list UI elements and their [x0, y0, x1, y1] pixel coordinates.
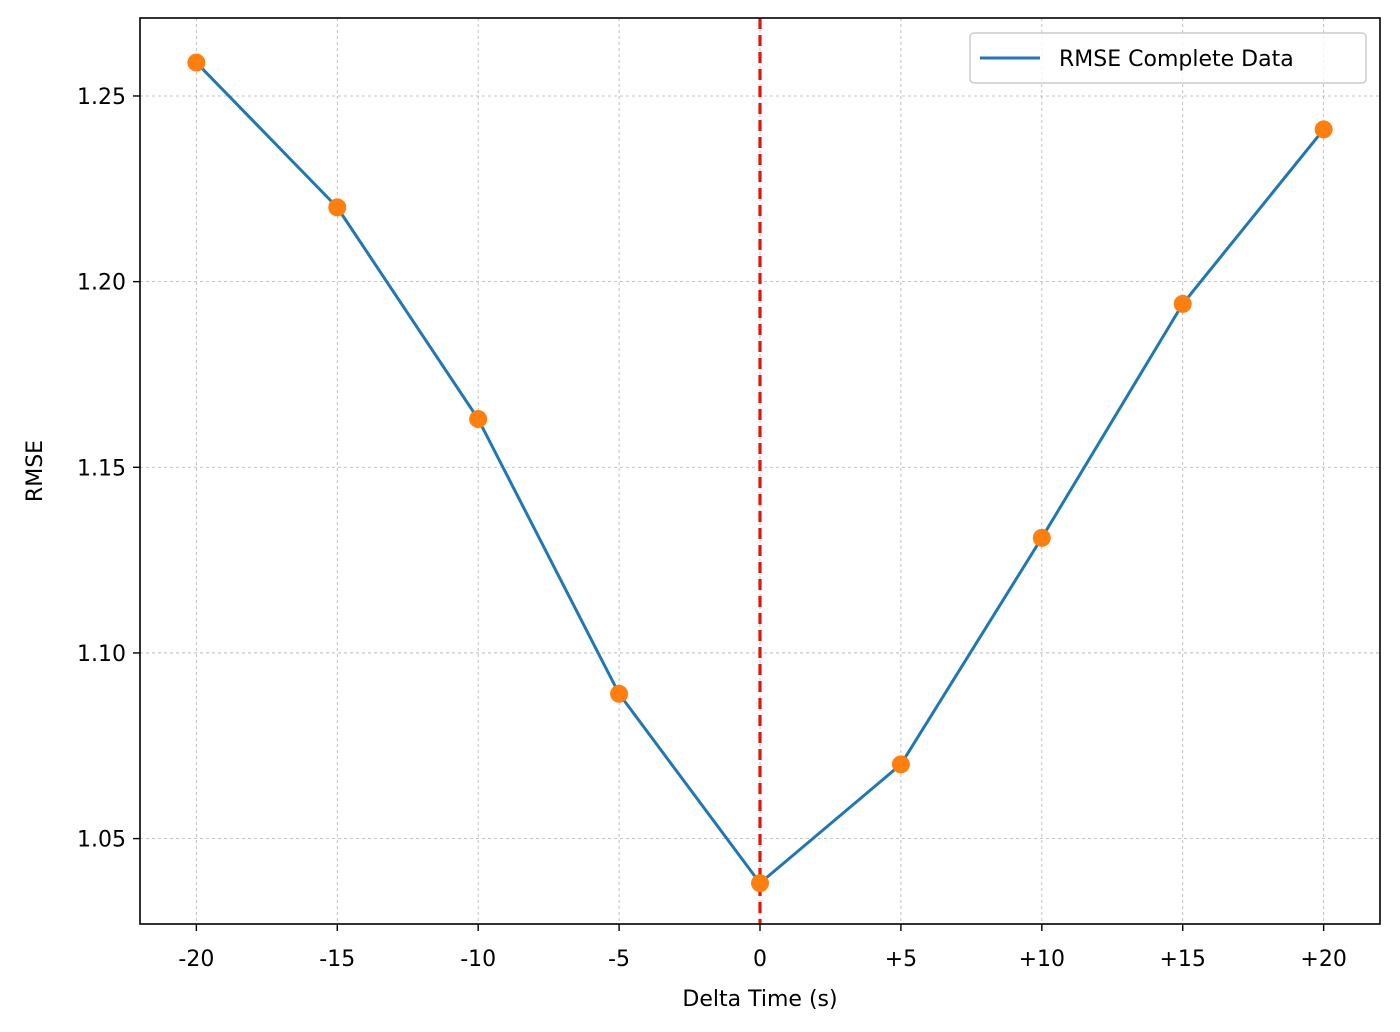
y-axis-ticks: 1.05 1.10 1.15 1.20 1.25: [77, 85, 140, 853]
series-line-rmse: [195, 61, 1325, 885]
series-layer: [195, 61, 1325, 885]
x-tick-label: 0: [753, 947, 767, 972]
data-point: [469, 410, 488, 429]
y-tick-label: 1.05: [77, 828, 126, 853]
x-tick-label: -15: [319, 947, 355, 972]
x-axis-ticks: -20 -15 -10 -5 0 +5 +10 +15 +20: [178, 924, 1347, 972]
data-point: [187, 53, 206, 72]
y-tick-label: 1.10: [77, 642, 126, 667]
legend-label: RMSE Complete Data: [1059, 47, 1294, 72]
x-tick-label: +20: [1300, 947, 1346, 972]
data-markers: [187, 53, 1333, 893]
legend-box: [969, 32, 1367, 84]
x-axis-label: Delta Time (s): [682, 987, 837, 1012]
data-point: [1173, 294, 1192, 313]
x-tick-label: -20: [178, 947, 214, 972]
x-tick-label: -5: [608, 947, 630, 972]
data-point: [610, 684, 629, 703]
y-tick-label: 1.15: [77, 456, 126, 481]
data-point: [328, 198, 347, 217]
x-tick-label: +15: [1160, 947, 1206, 972]
data-point: [1032, 528, 1051, 547]
data-point: [891, 755, 910, 774]
y-tick-label: 1.25: [77, 85, 126, 110]
x-tick-label: +10: [1019, 947, 1065, 972]
y-tick-label: 1.20: [77, 271, 126, 296]
y-axis-label: RMSE: [23, 440, 48, 502]
data-point: [1314, 120, 1333, 139]
x-tick-label: -10: [460, 947, 496, 972]
legend: RMSE Complete Data: [969, 32, 1367, 84]
x-tick-label: +5: [885, 947, 917, 972]
data-point: [751, 874, 769, 893]
